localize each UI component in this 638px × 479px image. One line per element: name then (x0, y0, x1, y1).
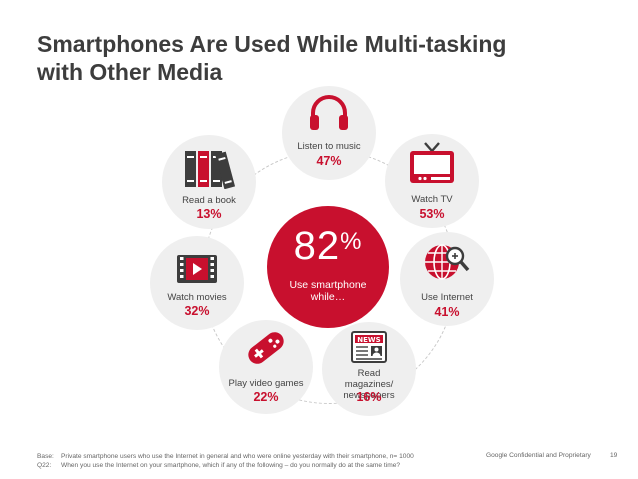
activity-label: Read magazines/ newspapers (343, 368, 395, 401)
activity-label: Watch TV (411, 194, 453, 205)
node-watch-tv: Watch TV 53% (385, 134, 479, 228)
footnote-question: Q22: When you use the Internet on your sm… (37, 461, 414, 470)
page-number: 19 (610, 452, 618, 459)
footnote-base: Base: Private smartphone users who use th… (37, 452, 414, 461)
svg-text:NEWS: NEWS (357, 336, 380, 344)
headphones-icon (310, 95, 348, 130)
center-number: 82 (293, 224, 341, 268)
film-icon (177, 255, 217, 283)
node-read-a-book: Read a book 13% (162, 135, 256, 229)
globe-search-icon (425, 244, 470, 280)
footnote-base-text: Private smartphone users who use the Int… (61, 453, 414, 460)
footnote-question-text: When you use the Internet on your smartp… (61, 462, 401, 469)
center-stat: 82% Use smartphone while… (267, 206, 389, 328)
activity-label: Listen to music (297, 141, 361, 152)
tv-icon (410, 142, 454, 183)
activity-percent: 16% (356, 390, 382, 404)
gamepad-icon (248, 332, 284, 364)
confidential-notice: Google Confidential and Proprietary (486, 452, 591, 459)
footnote-question-key: Q22: (37, 462, 52, 469)
activity-percent: 47% (316, 154, 342, 168)
slide-title: Smartphones Are Used While Multi-tasking… (37, 30, 506, 86)
activity-percent: 32% (184, 304, 210, 318)
node-play-video-games: Play video games 22% (219, 320, 313, 414)
newspaper-icon: NEWS (351, 331, 387, 363)
node-watch-movies: Watch movies 32% (150, 236, 244, 330)
activity-percent: 53% (419, 207, 445, 221)
activity-percent: 13% (196, 207, 222, 221)
center-value: 82% (267, 224, 389, 268)
activity-label: Watch movies (167, 292, 227, 303)
activity-label: Play video games (228, 378, 304, 389)
books-icon (185, 151, 236, 189)
center-unit: % (340, 228, 363, 255)
center-label: Use smartphone while… (289, 279, 367, 303)
activity-label: Read a book (182, 195, 236, 206)
activity-label: Use Internet (421, 292, 473, 303)
activity-percent: 22% (253, 390, 279, 404)
node-read-magazines: NEWS Read magazines/ newspapers 16% (322, 322, 416, 416)
slide-title-line-2: with Other Media (37, 59, 223, 85)
footnote-base-key: Base: (37, 453, 54, 460)
activity-percent: 41% (434, 305, 460, 319)
footnote: Base: Private smartphone users who use th… (37, 452, 414, 470)
node-use-internet: Use Internet 41% (400, 232, 494, 326)
slide-title-line-1: Smartphones Are Used While Multi-tasking (37, 31, 507, 57)
node-listen-to-music: Listen to music 47% (282, 86, 376, 180)
